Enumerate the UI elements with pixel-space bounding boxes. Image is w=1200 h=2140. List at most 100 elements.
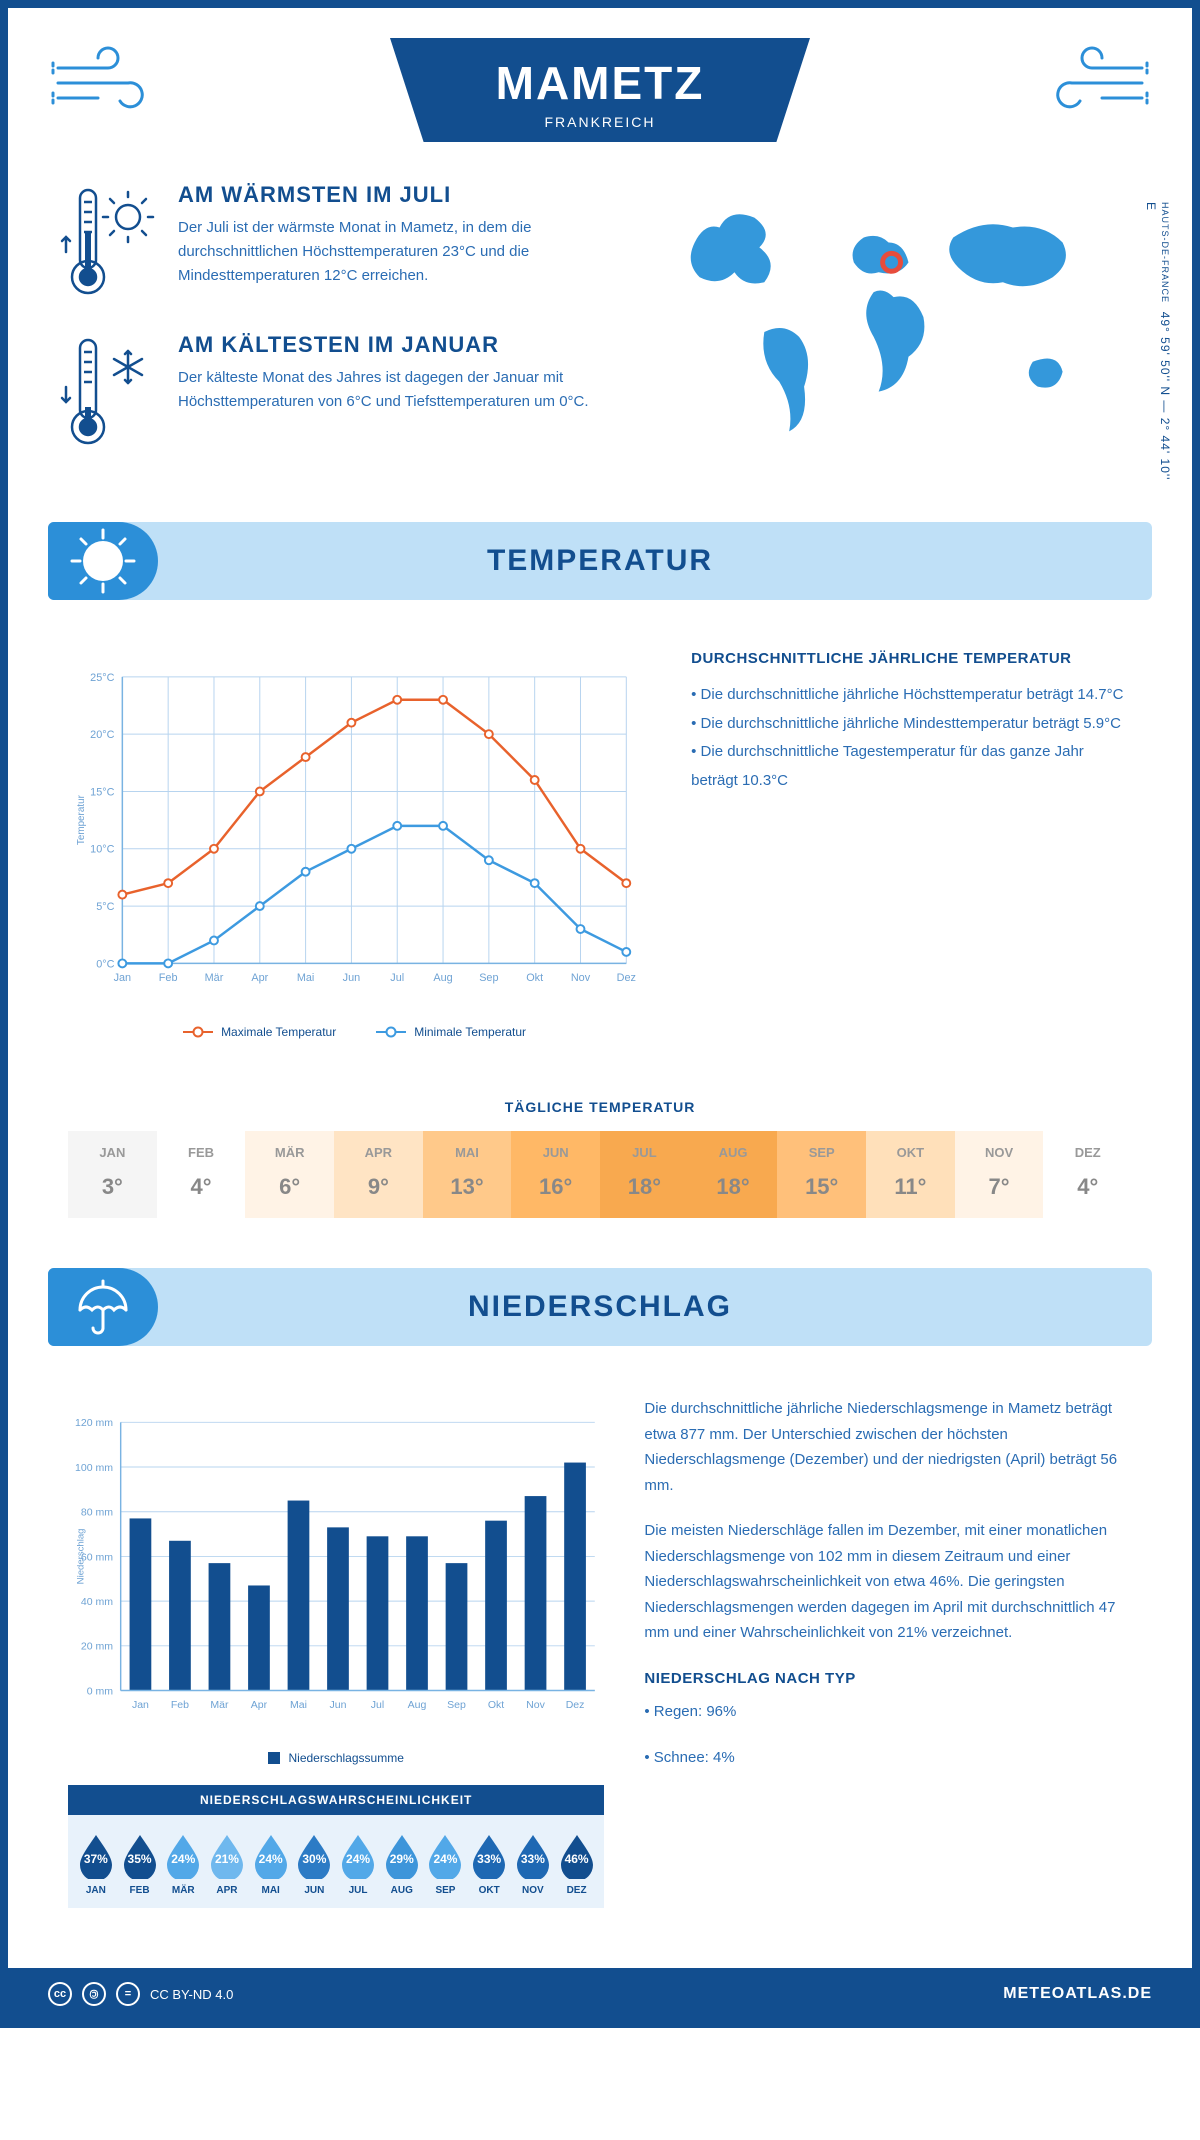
daily-temp-cell: DEZ4° [1043,1131,1132,1218]
footer-brand: METEOATLAS.DE [1003,1985,1152,2003]
temperature-legend: .legend-line[style*="e8622c"]::after{bor… [68,1025,641,1039]
precipitation-title: NIEDERSCHLAG [88,1290,1112,1324]
precipitation-section-header: NIEDERSCHLAG [48,1268,1152,1346]
daily-temp-cell: NOV7° [955,1131,1044,1218]
svg-text:20 mm: 20 mm [81,1641,113,1653]
svg-text:Mai: Mai [297,972,315,984]
daily-temp-cell: OKT11° [866,1131,955,1218]
warmest-text: Der Juli ist der wärmste Monat in Mametz… [178,216,605,288]
thermometer-snow-icon [58,332,158,452]
svg-text:0°C: 0°C [96,958,114,970]
probability-cell: 37%JAN [74,1831,118,1896]
precip-para: Die meisten Niederschläge fallen im Deze… [644,1518,1132,1646]
precipitation-description: Die durchschnittliche jährliche Niedersc… [644,1396,1132,1908]
svg-text:5°C: 5°C [96,901,114,913]
svg-text:Jan: Jan [114,972,132,984]
daily-temp-cell: AUG18° [689,1131,778,1218]
facts-column: AM WÄRMSTEN IM JULI Der Juli ist der wär… [58,182,605,482]
svg-text:Dez: Dez [566,1699,585,1711]
precipitation-bar-chart: 0 mm20 mm40 mm60 mm80 mm100 mm120 mmJanF… [68,1396,604,1736]
intro-section: AM WÄRMSTEN IM JULI Der Juli ist der wär… [8,152,1192,522]
probability-cell: 33%OKT [467,1831,511,1896]
nd-icon: = [116,1982,140,2006]
probability-row: 37%JAN35%FEB24%MÄR21%APR24%MAI30%JUN24%J… [68,1815,604,1908]
svg-text:Okt: Okt [488,1699,504,1711]
probability-cell: 29%AUG [380,1831,424,1896]
svg-text:Jul: Jul [390,972,404,984]
coldest-title: AM KÄLTESTEN IM JANUAR [178,332,605,358]
daily-temp-cell: FEB4° [157,1131,246,1218]
probability-cell: 21%APR [205,1831,249,1896]
svg-text:Jul: Jul [371,1699,384,1711]
by-icon: 🄯 [82,1982,106,2006]
svg-text:40 mm: 40 mm [81,1596,113,1608]
daily-temp-cell: JUL18° [600,1131,689,1218]
probability-cell: 24%MAI [249,1831,293,1896]
svg-text:80 mm: 80 mm [81,1507,113,1519]
license-text: CC BY-ND 4.0 [150,1987,233,2002]
precipitation-content: 0 mm20 mm40 mm60 mm80 mm100 mm120 mmJanF… [8,1346,1192,1938]
svg-text:Temperatur: Temperatur [76,794,87,845]
precip-type-title: NIEDERSCHLAG NACH TYP [644,1666,1132,1692]
probability-cell: 30%JUN [293,1831,337,1896]
probability-cell: 35%FEB [118,1831,162,1896]
svg-text:Nov: Nov [526,1699,545,1711]
temperature-chart: 0°C5°C10°C15°C20°C25°CJanFebMärAprMaiJun… [68,650,641,1039]
temp-bullet: • Die durchschnittliche jährliche Mindes… [691,710,1132,739]
svg-text:Dez: Dez [617,972,636,984]
temperature-content: 0°C5°C10°C15°C20°C25°CJanFebMärAprMaiJun… [8,600,1192,1069]
svg-text:Aug: Aug [408,1699,427,1711]
precip-type-bullet: • Schnee: 4% [644,1745,1132,1771]
thermometer-sun-icon [58,182,158,302]
coldest-text: Der kälteste Monat des Jahres ist dagege… [178,366,605,414]
svg-text:Aug: Aug [433,972,452,984]
svg-text:Niederschlag: Niederschlag [75,1529,86,1585]
daily-temp-cell: MÄR6° [245,1131,334,1218]
umbrella-icon [48,1268,158,1346]
temperature-section-header: TEMPERATUR [48,522,1152,600]
world-map [645,182,1142,462]
country-subtitle: FRANKREICH [470,114,730,130]
probability-cell: 33%NOV [511,1831,555,1896]
city-title: MAMETZ [470,56,730,110]
svg-text:Feb: Feb [171,1699,189,1711]
svg-text:Mär: Mär [205,972,224,984]
svg-text:10°C: 10°C [90,844,114,856]
probability-cell: 24%SEP [424,1831,468,1896]
coordinates: HAUTS-DE-FRANCE 49° 59' 50'' N — 2° 44' … [1144,202,1172,482]
svg-text:Okt: Okt [526,972,543,984]
sun-icon [48,522,158,600]
svg-text:0 mm: 0 mm [87,1685,114,1697]
temperature-description: DURCHSCHNITTLICHE JÄHRLICHE TEMPERATUR •… [691,650,1132,1039]
svg-text:Jan: Jan [132,1699,149,1711]
warmest-fact: AM WÄRMSTEN IM JULI Der Juli ist der wär… [58,182,605,302]
coldest-fact: AM KÄLTESTEN IM JANUAR Der kälteste Mona… [58,332,605,452]
wind-icon-left [48,38,168,118]
precip-para: Die durchschnittliche jährliche Niedersc… [644,1396,1132,1498]
svg-text:20°C: 20°C [90,729,114,741]
svg-text:Feb: Feb [159,972,178,984]
title-banner: MAMETZ FRANKREICH [390,38,810,142]
svg-text:15°C: 15°C [90,786,114,798]
precip-type-bullet: • Regen: 96% [644,1699,1132,1725]
precipitation-left: 0 mm20 mm40 mm60 mm80 mm100 mm120 mmJanF… [68,1396,604,1908]
daily-temp-cell: SEP15° [777,1131,866,1218]
temp-desc-title: DURCHSCHNITTLICHE JÄHRLICHE TEMPERATUR [691,650,1132,667]
daily-temp-cell: APR9° [334,1131,423,1218]
temp-bullet: • Die durchschnittliche Tagestemperatur … [691,738,1132,795]
warmest-title: AM WÄRMSTEN IM JULI [178,182,605,208]
precip-legend: Niederschlagssumme [68,1751,604,1765]
map-column: HAUTS-DE-FRANCE 49° 59' 50'' N — 2° 44' … [645,182,1142,482]
wind-icon-right [1032,38,1152,118]
cc-icon: cc [48,1982,72,2006]
svg-text:Mär: Mär [210,1699,229,1711]
temp-bullet: • Die durchschnittliche jährliche Höchst… [691,681,1132,710]
probability-cell: 24%JUL [336,1831,380,1896]
temperature-title: TEMPERATUR [88,544,1112,578]
daily-temp-cell: MAI13° [423,1131,512,1218]
svg-text:Jun: Jun [329,1699,346,1711]
svg-text:Apr: Apr [251,1699,268,1711]
daily-temp-table: JAN3°FEB4°MÄR6°APR9°MAI13°JUN16°JUL18°AU… [68,1131,1132,1218]
svg-text:Sep: Sep [479,972,498,984]
header: MAMETZ FRANKREICH [8,8,1192,152]
